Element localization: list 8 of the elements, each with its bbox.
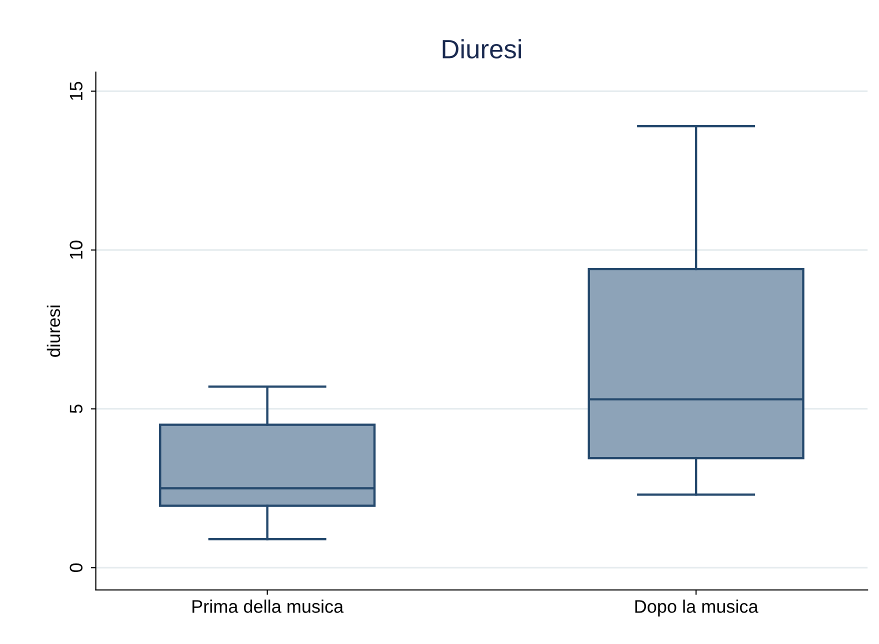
x-tick-label: Dopo la musica (635, 600, 758, 616)
chart-title: Diuresi (442, 39, 521, 58)
y-tick-label: 10 (70, 240, 83, 259)
y-tick-label: 15 (70, 82, 83, 100)
x-tick-label: Prima della musica (192, 600, 344, 613)
y-tick-label: 0 (70, 563, 83, 572)
y-tick-label: 5 (70, 404, 83, 414)
y-axis-title: diuresi (46, 306, 60, 357)
